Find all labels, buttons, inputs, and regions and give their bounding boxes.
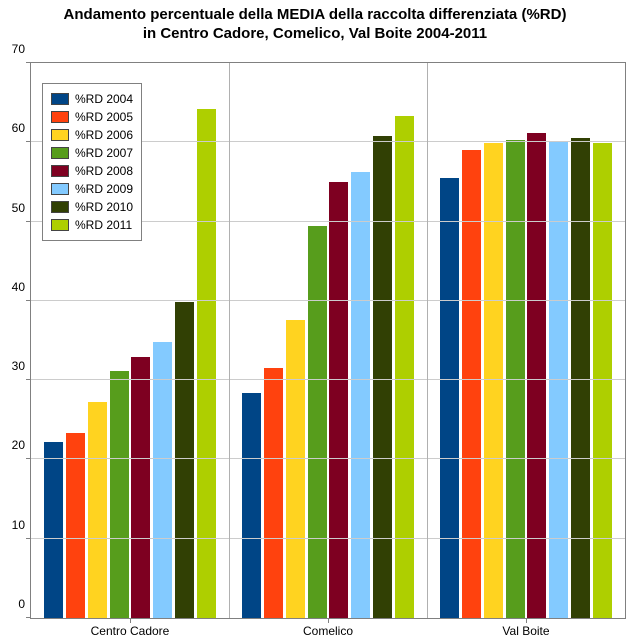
y-tick [26, 617, 31, 618]
bar [44, 442, 63, 618]
legend-swatch [51, 219, 69, 231]
cluster-separator [229, 63, 230, 618]
legend-swatch [51, 147, 69, 159]
legend-item: %RD 2010 [51, 198, 133, 216]
y-tick [26, 141, 31, 142]
bar [571, 138, 590, 618]
y-tick [26, 221, 31, 222]
y-tick [26, 379, 31, 380]
legend-item: %RD 2004 [51, 90, 133, 108]
legend-label: %RD 2006 [75, 126, 133, 144]
gridline [31, 458, 625, 459]
legend-label: %RD 2004 [75, 90, 133, 108]
chart-title-line2: in Centro Cadore, Comelico, Val Boite 20… [143, 25, 487, 42]
legend-swatch [51, 129, 69, 141]
bar [593, 143, 612, 618]
y-tick-label: 30 [12, 359, 25, 373]
y-tick [26, 458, 31, 459]
legend-label: %RD 2008 [75, 162, 133, 180]
bar [153, 342, 172, 618]
y-tick [26, 538, 31, 539]
gridline [31, 300, 625, 301]
y-tick-label: 40 [12, 280, 25, 294]
gridline [31, 379, 625, 380]
bar [308, 226, 327, 618]
legend-label: %RD 2007 [75, 144, 133, 162]
bar [66, 433, 85, 618]
legend-swatch [51, 201, 69, 213]
legend-swatch [51, 183, 69, 195]
bar [110, 371, 129, 618]
y-tick-label: 50 [12, 201, 25, 215]
legend: %RD 2004%RD 2005%RD 2006%RD 2007%RD 2008… [42, 83, 142, 241]
cluster-separator [427, 63, 428, 618]
bar [264, 368, 283, 618]
x-tick [130, 618, 131, 623]
x-tick-label: Comelico [303, 624, 353, 638]
bar [329, 182, 348, 618]
legend-item: %RD 2007 [51, 144, 133, 162]
x-tick [328, 618, 329, 623]
legend-swatch [51, 165, 69, 177]
legend-label: %RD 2010 [75, 198, 133, 216]
bar [440, 178, 459, 618]
legend-label: %RD 2009 [75, 180, 133, 198]
bar [242, 393, 261, 618]
bar [286, 320, 305, 618]
bar [484, 143, 503, 618]
bar [197, 109, 216, 618]
legend-item: %RD 2009 [51, 180, 133, 198]
legend-label: %RD 2011 [75, 216, 132, 234]
y-tick-label: 60 [12, 121, 25, 135]
legend-swatch [51, 93, 69, 105]
legend-item: %RD 2008 [51, 162, 133, 180]
chart-title: Andamento percentuale della MEDIA della … [0, 6, 630, 44]
legend-item: %RD 2006 [51, 126, 133, 144]
y-tick-label: 10 [12, 518, 25, 532]
legend-label: %RD 2005 [75, 108, 133, 126]
bar [373, 136, 392, 618]
legend-item: %RD 2011 [51, 216, 133, 234]
y-tick-label: 70 [12, 42, 25, 56]
legend-item: %RD 2005 [51, 108, 133, 126]
y-tick-label: 20 [12, 438, 25, 452]
chart-container: Andamento percentuale della MEDIA della … [0, 0, 630, 642]
bar [131, 357, 150, 618]
legend-swatch [51, 111, 69, 123]
bar [351, 172, 370, 618]
bar [175, 302, 194, 618]
bar [395, 116, 414, 618]
x-tick-label: Centro Cadore [91, 624, 170, 638]
bar [88, 402, 107, 618]
y-tick [26, 62, 31, 63]
y-tick-label: 0 [18, 597, 25, 611]
chart-title-line1: Andamento percentuale della MEDIA della … [64, 6, 567, 23]
x-tick [526, 618, 527, 623]
x-tick-label: Val Boite [502, 624, 549, 638]
bar [527, 133, 546, 618]
gridline [31, 538, 625, 539]
y-tick [26, 300, 31, 301]
